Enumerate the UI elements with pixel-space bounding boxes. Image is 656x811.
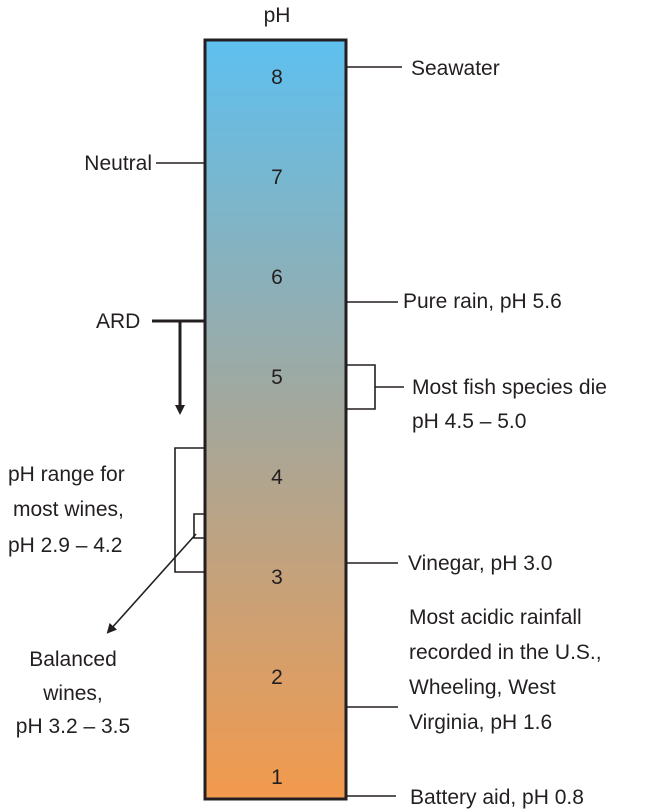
battery-label: Battery aid, pH 0.8 [410,786,584,809]
vinegar-label: Vinegar, pH 3.0 [408,552,552,575]
tick-label-3: 3 [271,566,283,589]
tick-label-8: 8 [271,66,283,89]
wine-range-label-line2: most wines, [13,498,124,521]
acidic-rain-label-line2: recorded in the U.S., [409,641,602,664]
balanced-wines-arrow [106,533,197,634]
tick-label-1: 1 [271,766,283,789]
seawater-label: Seawater [411,57,500,80]
fish-label-line2: pH 4.5 – 5.0 [412,410,526,433]
acidic-rain-label-line4: Virginia, pH 1.6 [409,711,552,734]
tick-label-5: 5 [271,366,283,389]
ard-label: ARD [96,310,140,333]
balanced-wines-label-line2: wines, [42,682,103,705]
acidic-rain-label-line3: Wheeling, West [409,676,556,699]
wine-range-bracket [174,447,205,573]
wine-range-label-line3: pH 2.9 – 4.2 [8,534,122,557]
acidic-rain-label-line1: Most acidic rainfall [409,606,582,629]
axis-title: pH [264,4,291,27]
tick-label-2: 2 [271,666,283,689]
fish-bracket [346,364,376,410]
neutral-label: Neutral [84,152,152,175]
tick-label-7: 7 [271,166,283,189]
balanced-wines-label-line1: Balanced [29,648,117,671]
wine-range-label-line1: pH range for [8,463,125,486]
fish-label-line1: Most fish species die [412,376,607,399]
balanced-wines-bracket [193,513,205,539]
tick-label-6: 6 [271,266,283,289]
ph-bar [203,38,348,801]
tick-label-4: 4 [271,466,283,489]
balanced-wines-label-line3: pH 3.2 – 3.5 [16,715,130,738]
pure-rain-label: Pure rain, pH 5.6 [403,290,562,313]
